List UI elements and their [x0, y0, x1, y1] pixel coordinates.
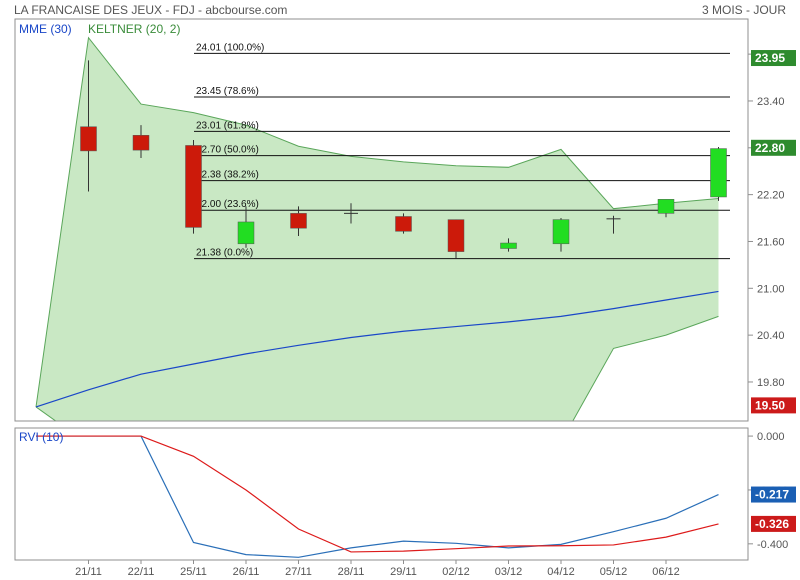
y-tick-label: 21.00: [757, 283, 785, 295]
fib-label: 22.00 (23.6%): [196, 199, 259, 210]
fib-label: 22.70 (50.0%): [196, 145, 259, 156]
candle-body: [132, 135, 150, 151]
rvi-title: RVI (10): [19, 430, 63, 444]
fib-label: 23.01 (61.8%): [196, 120, 259, 131]
price-badge: [751, 397, 796, 414]
candle-body: [500, 242, 517, 249]
rvi-badge: [751, 515, 796, 532]
x-tick-label: 25/11: [180, 566, 207, 578]
y-tick-label: 19.80: [757, 377, 785, 389]
x-tick-label: 05/12: [600, 566, 628, 578]
rvi-panel-frame: [14, 427, 749, 561]
candle-body: [447, 219, 465, 252]
x-tick-label: 29/11: [390, 566, 417, 578]
fib-label: 21.38 (0.0%): [196, 248, 253, 259]
candle-body: [237, 221, 255, 245]
mme-line: [35, 290, 719, 408]
price-badge: [751, 50, 796, 67]
price-badge-label: 22.80: [755, 141, 785, 155]
keltner-band-fill: [36, 37, 719, 421]
candle-body: [290, 213, 307, 229]
y-tick-label: 20.40: [757, 330, 785, 342]
candle-body: [80, 126, 97, 152]
candle-body: [185, 145, 202, 228]
chart-title: LA FRANCAISE DES JEUX - FDJ - abcbourse.…: [14, 3, 288, 17]
price-badge: [751, 139, 796, 156]
candle-body: [710, 148, 727, 198]
x-tick-label: 26/11: [233, 566, 260, 578]
legend-keltner: KELTNER (20, 2): [88, 22, 180, 36]
fib-label: 23.45 (78.6%): [196, 86, 259, 97]
keltner-lower-line: [35, 315, 719, 421]
x-tick-label: 06/12: [652, 566, 680, 578]
rvi-badge-label: -0.326: [755, 517, 789, 531]
main-panel-frame: [14, 18, 749, 422]
price-badge-label: 19.50: [755, 398, 785, 412]
x-tick-label: 21/11: [75, 566, 102, 578]
keltner-upper-line: [35, 36, 719, 408]
y-tick-label: 22.20: [757, 190, 785, 202]
x-tick-label: 27/11: [285, 566, 312, 578]
price-badge-label: 23.95: [755, 51, 785, 65]
fib-label: 22.38 (38.2%): [196, 170, 259, 181]
rvi-tick-label: -0.400: [757, 539, 788, 551]
legend-mme: MME (30): [19, 22, 72, 36]
rvi-badge-label: -0.217: [755, 488, 789, 502]
candle-body: [552, 219, 570, 245]
x-tick-label: 28/11: [338, 566, 365, 578]
x-tick-label: 04/12: [547, 566, 575, 578]
candle-body: [395, 216, 412, 232]
rvi-badge: [751, 486, 796, 503]
x-tick-label: 22/11: [128, 566, 155, 578]
rvi-tick-label: 0.000: [757, 431, 785, 443]
rvi-red-line: [36, 435, 719, 553]
x-tick-label: 03/12: [495, 566, 523, 578]
x-tick-label: 02/12: [442, 566, 470, 578]
period-label: 3 MOIS - JOUR: [701, 3, 786, 17]
fib-label: 24.01 (100.0%): [196, 42, 264, 53]
y-tick-label: 21.60: [757, 236, 785, 248]
candle-body: [657, 199, 675, 214]
rvi-blue-line: [36, 435, 719, 558]
y-tick-label: 23.40: [757, 96, 785, 108]
